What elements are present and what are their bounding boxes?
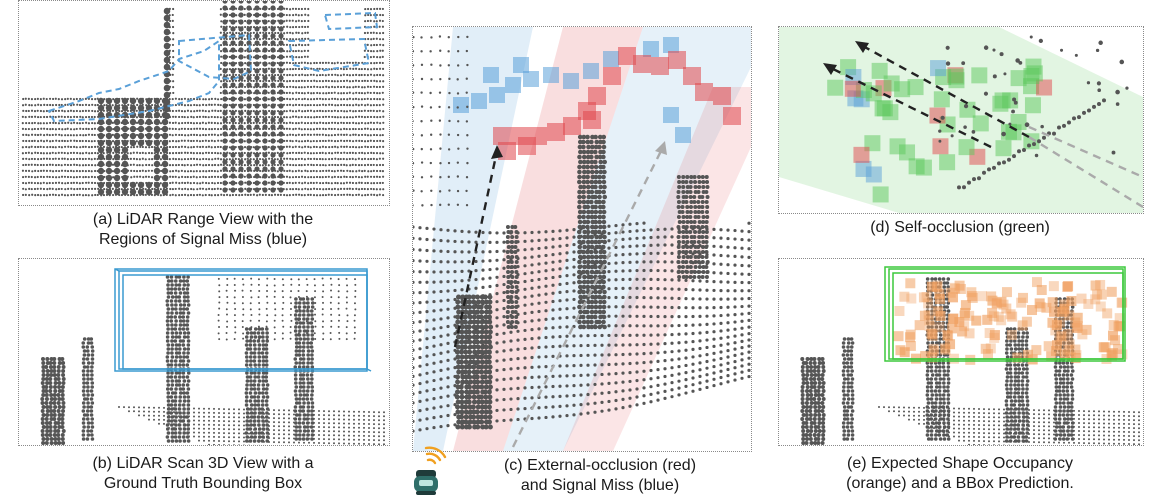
panel-a-range-view	[18, 0, 390, 206]
self-occlusion-plot	[779, 27, 1143, 213]
range-view-object-points	[97, 1, 284, 196]
pole-column-1	[40, 357, 66, 445]
range-view-plot	[21, 1, 385, 197]
caption-c-line-2: and Signal Miss (blue)	[520, 477, 680, 494]
panel-d-self-occlusion	[778, 26, 1144, 214]
shape-occupancy-voxels	[893, 277, 1128, 365]
self-occlusion-region	[779, 27, 1143, 213]
caption-a-line-2: Regions of Signal Miss (blue)	[98, 231, 308, 248]
ray-arrow-head-2	[823, 63, 837, 75]
pole-column-2	[81, 337, 95, 441]
panel-c-occlusion	[412, 26, 752, 452]
caption-b-line-2: Ground Truth Bounding Box	[103, 475, 303, 492]
ray-arrow-head-2	[655, 141, 667, 155]
far-points	[413, 35, 469, 207]
pole-points	[505, 225, 519, 329]
occlusion-voxels	[453, 37, 741, 160]
caption-a: (a) LiDAR Range View with the Regions of…	[18, 210, 388, 250]
signal-miss-regions	[47, 11, 379, 123]
caption-e-line-1: (e) Expected Shape Occupancy	[847, 455, 1073, 472]
car-2-points	[454, 294, 494, 430]
lidar-sensor-icon	[412, 446, 452, 496]
caption-d-line-1: (d) Self-occlusion (green)	[870, 219, 1050, 236]
signal-wave-icon	[424, 446, 447, 465]
pole-column-1	[800, 357, 826, 445]
panel-e-shape-occupancy	[778, 258, 1144, 446]
occlusion-plot	[413, 27, 751, 451]
caption-d: (d) Self-occlusion (green)	[778, 218, 1142, 238]
ray-arrows	[453, 146, 665, 448]
scan-3d-plot	[40, 268, 385, 445]
prediction-bounding-box	[884, 266, 1126, 362]
range-view-points	[21, 7, 385, 197]
caption-e-line-2: (orange) and a BBox Prediction.	[846, 475, 1074, 492]
roof-points	[217, 277, 357, 341]
ground-points	[878, 406, 1140, 445]
ground-truth-bounding-box	[114, 268, 372, 372]
car-1-points	[576, 134, 608, 330]
self-occlusion-voxels	[827, 58, 1053, 203]
ray-arrow-head-1	[491, 145, 503, 159]
car-3-points	[676, 175, 710, 279]
caption-c-line-1: (c) External-occlusion (red)	[503, 457, 697, 474]
ray-arrow-head-1	[855, 41, 869, 53]
object-column-2	[244, 327, 270, 443]
object-column-3	[293, 297, 315, 441]
caption-b: (b) LiDAR Scan 3D View with a Ground Tru…	[18, 454, 388, 494]
shape-occupancy-plot	[800, 266, 1140, 445]
pole-column-2	[841, 337, 855, 441]
caption-b-line-1: (b) LiDAR Scan 3D View with a	[92, 455, 314, 472]
panel-b-3d-view	[18, 258, 390, 446]
caption-e: (e) Expected Shape Occupancy (orange) an…	[778, 454, 1142, 494]
caption-c: (c) External-occlusion (red) and Signal …	[450, 456, 750, 496]
caption-a-line-1: (a) LiDAR Range View with the	[92, 211, 314, 228]
object-column-1	[165, 275, 191, 443]
ray-arrows	[828, 43, 1143, 209]
